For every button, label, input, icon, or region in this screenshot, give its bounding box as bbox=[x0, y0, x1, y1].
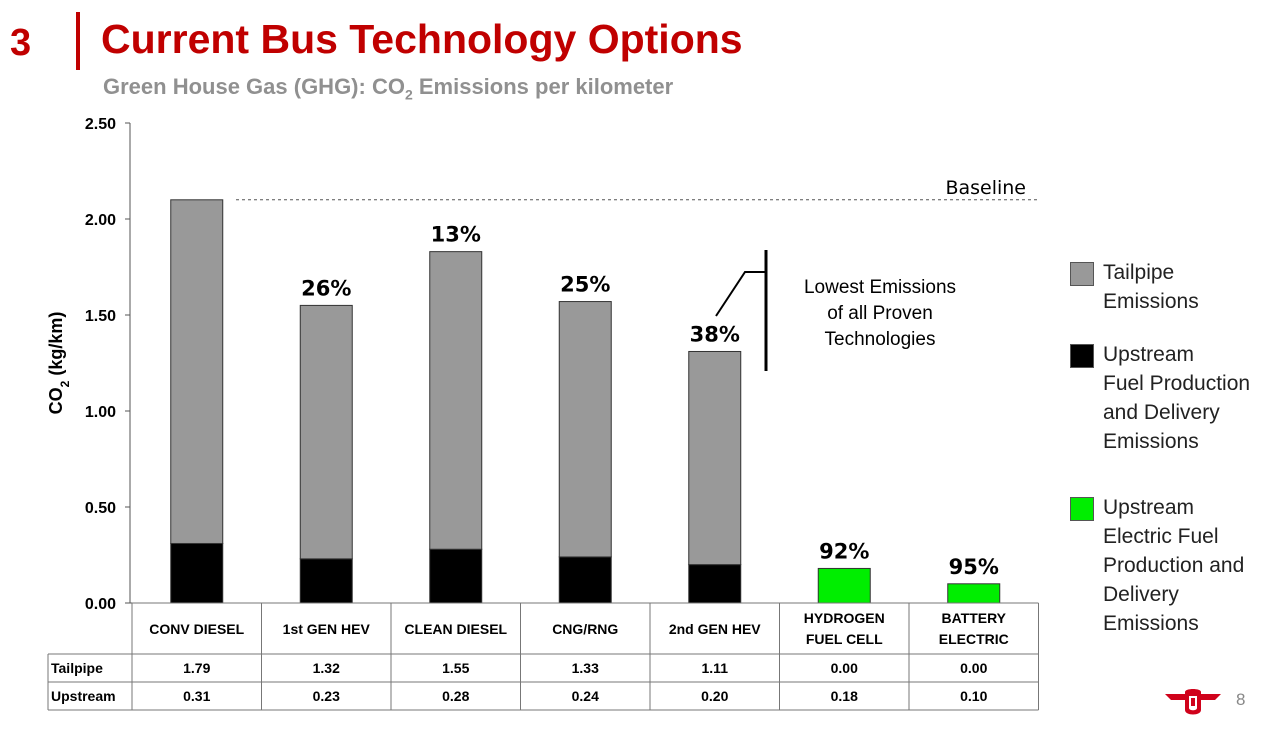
bar-upstream bbox=[947, 583, 1001, 604]
table-cell: 1.55 bbox=[442, 660, 469, 676]
bar-upstream bbox=[170, 542, 224, 604]
table-cell: 0.18 bbox=[831, 688, 858, 704]
bar-tailpipe bbox=[688, 350, 742, 566]
table-cell: 1.11 bbox=[702, 660, 729, 676]
page-number: 8 bbox=[1236, 690, 1246, 709]
slide-number: 3 bbox=[10, 22, 32, 64]
reduction-label: 25% bbox=[560, 273, 610, 297]
y-tick-label: 1.00 bbox=[85, 404, 116, 421]
table-row-label: Tailpipe bbox=[51, 660, 103, 676]
chart-subtitle: Green House Gas (GHG): CO2 Emissions per… bbox=[103, 74, 673, 102]
table-cell: 0.24 bbox=[572, 688, 599, 704]
bar-upstream bbox=[817, 567, 871, 604]
table-cell: 0.23 bbox=[313, 688, 340, 704]
y-tick-label: 2.00 bbox=[85, 212, 116, 229]
subtitle-subscript: 2 bbox=[404, 86, 413, 103]
bar-tailpipe bbox=[299, 304, 353, 560]
annotation-pointer bbox=[715, 271, 766, 317]
table-cell: 1.79 bbox=[183, 660, 210, 676]
ttc-logo-icon bbox=[1165, 689, 1221, 715]
y-tick-label: 1.50 bbox=[85, 308, 116, 325]
table-cell: 0.10 bbox=[960, 688, 987, 704]
x-category-label: 2nd GEN HEV bbox=[669, 621, 761, 637]
bar-upstream bbox=[299, 558, 353, 604]
x-category-label: CONV DIESEL bbox=[149, 621, 244, 637]
subtitle-text: Green House Gas (GHG): CO bbox=[103, 74, 405, 99]
table-cell: 1.33 bbox=[572, 660, 599, 676]
reduction-label: 13% bbox=[431, 223, 481, 247]
bar-tailpipe bbox=[558, 301, 612, 558]
reduction-label: 95% bbox=[949, 555, 999, 579]
bar-upstream bbox=[688, 564, 742, 604]
x-category-label: BATTERY bbox=[941, 610, 1006, 626]
reduction-label: 38% bbox=[690, 322, 740, 346]
subtitle-text-end: Emissions per kilometer bbox=[412, 74, 674, 99]
table-row-label: Upstream bbox=[51, 688, 116, 704]
x-category-label: HYDROGEN bbox=[804, 610, 885, 626]
x-category-label: CLEAN DIESEL bbox=[404, 621, 507, 637]
table-cell: 0.28 bbox=[442, 688, 469, 704]
legend-label-upstream-electric: Upstream Electric Fuel Production and De… bbox=[1103, 496, 1245, 635]
reduction-label: 26% bbox=[301, 276, 351, 300]
baseline-label: Baseline bbox=[945, 177, 1026, 199]
table-cell: 0.00 bbox=[831, 660, 858, 676]
y-tick-label: 0.50 bbox=[85, 500, 116, 517]
legend-label-upstream-fuel: Upstream Fuel Production and Delivery Em… bbox=[1103, 343, 1251, 453]
table-cell: 0.20 bbox=[701, 688, 728, 704]
x-category-label: CNG/RNG bbox=[552, 621, 618, 637]
title-divider bbox=[76, 12, 80, 70]
legend-label-tailpipe: Tailpipe Emissions bbox=[1103, 261, 1199, 313]
x-category-label: 1st GEN HEV bbox=[283, 621, 371, 637]
reduction-label: 92% bbox=[819, 539, 869, 563]
table-cell: 0.31 bbox=[183, 688, 210, 704]
y-tick-label: 0.00 bbox=[85, 596, 116, 613]
bar-tailpipe bbox=[429, 251, 483, 550]
legend-swatch-upstream-fuel bbox=[1070, 344, 1094, 368]
legend-swatch-upstream-electric bbox=[1070, 497, 1094, 521]
annotation-text: Technologies bbox=[825, 329, 936, 350]
table-cell: 0.00 bbox=[960, 660, 987, 676]
bar-upstream bbox=[558, 556, 612, 604]
page-title: Current Bus Technology Options bbox=[101, 16, 743, 62]
table-cell: 1.32 bbox=[313, 660, 340, 676]
legend-swatch-tailpipe bbox=[1070, 262, 1094, 286]
y-axis-label: CO2 (kg/km) bbox=[46, 312, 72, 415]
bar-tailpipe bbox=[170, 199, 224, 544]
annotation-text: of all Proven bbox=[827, 303, 933, 324]
x-category-label: FUEL CELL bbox=[806, 631, 883, 647]
bar-upstream bbox=[429, 548, 483, 604]
annotation-text: Lowest Emissions bbox=[804, 277, 956, 298]
x-category-label: ELECTRIC bbox=[939, 631, 1009, 647]
y-tick-label: 2.50 bbox=[85, 116, 116, 133]
